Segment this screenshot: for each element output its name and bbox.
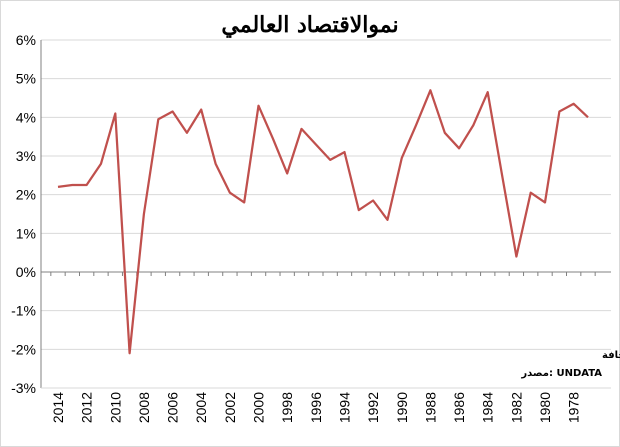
x-tick-label: 2006 — [165, 392, 181, 423]
y-tick-label: 0% — [16, 264, 36, 280]
y-tick-label: 6% — [16, 32, 36, 48]
y-tick-label: 5% — [16, 71, 36, 87]
y-tick-label: 4% — [16, 109, 36, 125]
x-tick-label: 1980 — [537, 392, 553, 423]
x-tick-label: 2004 — [193, 392, 209, 423]
x-tick-label: 2010 — [107, 392, 123, 423]
x-tick-label: 1988 — [422, 392, 438, 423]
x-tick-label: 2014 — [50, 392, 66, 423]
y-tick-label: -2% — [11, 341, 36, 357]
y-tick-label: 2% — [16, 187, 36, 203]
grid-lines — [41, 39, 611, 389]
x-tick-label: 2000 — [251, 392, 267, 423]
y-tick-label: 1% — [16, 225, 36, 241]
y-tick-label: -1% — [11, 303, 36, 319]
chart-title: نموالاقتصاد العالمي — [221, 12, 399, 38]
x-tick-label: 1996 — [308, 392, 324, 423]
x-tick-labels: 2014 2012 2010 2008 2006 2004 2002 2000 1998 1996… — [50, 392, 582, 423]
x-tick-label: 1982 — [508, 392, 524, 423]
x-tick-label: 2002 — [222, 392, 238, 423]
y-tick-labels: 6% 5% 4% 3% 2% 1% 0% -1% -2% -3% — [11, 32, 36, 396]
x-tick-label: 2008 — [136, 392, 152, 423]
source-annotation: مصدر: UNDATA — [520, 368, 602, 379]
x-tick-label: 1986 — [451, 392, 467, 423]
series-line — [57, 89, 589, 355]
x-tick-label: 1992 — [365, 392, 381, 423]
y-tick-label: 3% — [16, 148, 36, 164]
x-tick-label: 1984 — [480, 392, 496, 423]
series-layer — [57, 89, 589, 355]
axes — [40, 40, 611, 389]
x-tick-label: 2012 — [79, 392, 95, 423]
x-tick-label: 1994 — [336, 392, 352, 423]
x-tick-label: 1990 — [394, 392, 410, 423]
x-tick-label: 1978 — [566, 392, 582, 423]
author-annotation: د. جاسم عجافة — [602, 350, 620, 361]
x-tick-label: 1998 — [279, 392, 295, 423]
y-tick-label: -3% — [11, 380, 36, 396]
